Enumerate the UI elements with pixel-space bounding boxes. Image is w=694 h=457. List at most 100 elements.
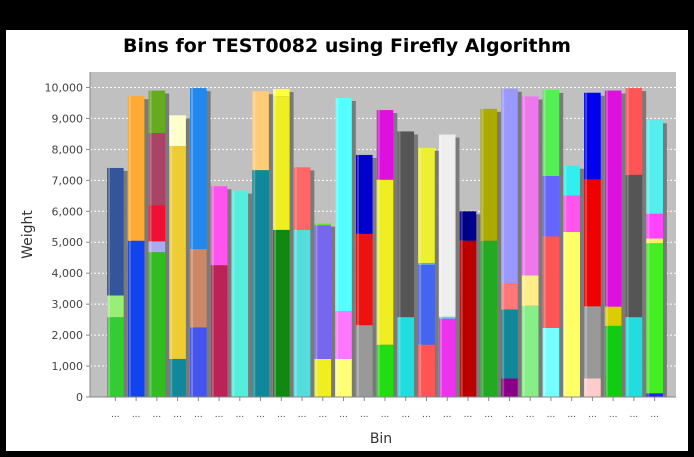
bar-highlight: [377, 110, 380, 398]
chart-frame: Bins for TEST0082 using Firefly Algorith…: [6, 30, 688, 451]
bar-segment: [584, 179, 601, 307]
bar-segment: [604, 325, 622, 397]
bar-highlight: [543, 89, 546, 397]
x-tick-label: ...: [360, 410, 369, 420]
bar-segment: [584, 92, 601, 180]
y-tick-label: 5,000: [52, 236, 84, 249]
bar-segment: [148, 241, 166, 253]
bar-segment: [480, 108, 497, 241]
bar-highlight: [502, 88, 505, 397]
bar-segment: [335, 310, 352, 359]
x-tick-label: ...: [132, 410, 141, 420]
bar-segment: [376, 110, 394, 180]
bar-segment: [148, 205, 166, 242]
bar-highlight: [211, 186, 214, 397]
x-tick-label: ...: [609, 410, 618, 420]
bar-segment: [646, 243, 663, 394]
bar-highlight: [626, 88, 629, 397]
bar-segment: [418, 344, 435, 397]
bar-segment: [438, 318, 456, 397]
bar-segment: [459, 211, 477, 241]
chart-title: Bins for TEST0082 using Firefly Algorith…: [123, 35, 571, 57]
bar-highlight: [564, 165, 567, 397]
bar-segment: [273, 89, 290, 97]
bar-segment: [190, 249, 207, 328]
bar-segment: [646, 393, 663, 397]
x-tick-label: ...: [484, 410, 493, 420]
bar-highlight: [315, 223, 318, 397]
bar-highlight: [128, 96, 131, 398]
x-tick-label: ...: [567, 410, 576, 420]
bar-segment: [604, 90, 622, 307]
y-tick-label: 7,000: [52, 174, 84, 187]
bar-segment: [273, 229, 290, 397]
bar-segment: [480, 240, 497, 397]
bar-highlight: [336, 98, 339, 397]
bar-segment: [376, 179, 394, 345]
y-axis: 0 1,000 2,000 3,000 4,000 5,000 6,000 7,000 8,00…: [45, 72, 91, 404]
bar-segment: [169, 145, 186, 359]
x-tick-label: ...: [588, 410, 597, 420]
bar-segment: [604, 306, 622, 326]
bar-segment: [397, 317, 415, 397]
bar-segment: [148, 132, 166, 206]
bar-segment: [646, 213, 663, 239]
bar-highlight: [108, 167, 111, 397]
bar-segment: [542, 89, 560, 176]
bin-weight-chart: Bins for TEST0082 using Firefly Algorith…: [20, 35, 676, 447]
x-axis: ........................................…: [90, 396, 676, 420]
bar-segment: [501, 378, 518, 397]
bar-segment: [584, 378, 601, 397]
y-tick-label: 1,000: [52, 360, 84, 373]
bar-segment: [210, 265, 228, 397]
bar-segment: [273, 96, 290, 230]
bar-highlight: [460, 211, 463, 397]
bar-segment: [376, 344, 394, 397]
bar-segment: [169, 358, 186, 397]
x-tick-label: ...: [339, 410, 348, 420]
bar-segment: [148, 252, 166, 397]
bar-segment: [231, 190, 249, 397]
bar-segment: [563, 232, 580, 397]
bar-segment: [252, 91, 269, 171]
bar-segment: [542, 236, 560, 328]
bar-highlight: [274, 89, 276, 398]
bar-segment: [625, 317, 643, 397]
x-tick-label: ...: [505, 410, 514, 420]
bars: [107, 88, 667, 398]
bar-segment: [542, 176, 560, 237]
bar-segment: [397, 131, 415, 318]
bar-segment: [252, 170, 269, 397]
x-tick-label: ...: [526, 410, 535, 420]
y-tick-label: 3,000: [52, 298, 84, 311]
bar-highlight: [481, 108, 484, 397]
y-tick-label: 2,000: [52, 329, 84, 342]
x-tick-label: ...: [381, 410, 390, 420]
bar-segment: [625, 88, 643, 175]
x-tick-label: ...: [277, 410, 286, 420]
bar-highlight: [647, 120, 650, 398]
bar-segment: [127, 240, 145, 397]
bar-segment: [584, 306, 601, 379]
x-tick-label: ...: [256, 410, 265, 420]
bar-segment: [148, 90, 166, 133]
bar-highlight: [191, 88, 194, 397]
bar-segment: [210, 186, 228, 266]
bar-highlight: [585, 92, 588, 397]
bar-segment: [293, 167, 311, 230]
x-tick-label: ...: [422, 410, 431, 420]
bar-segment: [293, 229, 311, 397]
x-tick-label: ...: [215, 410, 224, 420]
x-tick-label: ...: [236, 410, 245, 420]
x-tick-label: ...: [630, 410, 639, 420]
x-tick-label: ...: [173, 410, 182, 420]
bar-segment: [335, 98, 352, 311]
bar-segment: [355, 325, 373, 397]
bar-segment: [314, 358, 332, 397]
y-tick-label: 8,000: [52, 143, 84, 156]
y-tick-label: 10,000: [45, 81, 84, 94]
bar-highlight: [294, 167, 297, 397]
bar-segment: [355, 233, 373, 326]
bar-segment: [127, 96, 145, 241]
bar-highlight: [522, 96, 525, 397]
